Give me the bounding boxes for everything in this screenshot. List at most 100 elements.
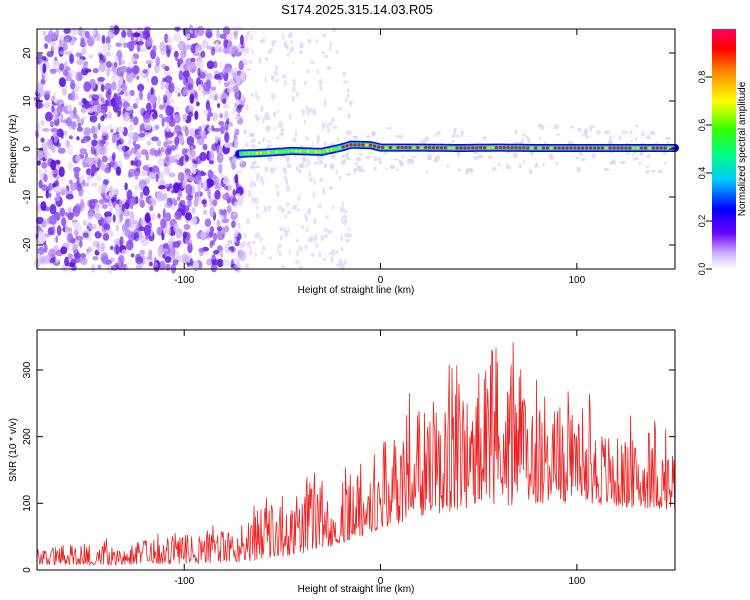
noise-dot xyxy=(55,235,59,244)
noise-dot xyxy=(177,40,186,51)
noise-dot xyxy=(321,187,326,195)
noise-dot xyxy=(318,79,323,86)
noise-dot xyxy=(67,233,74,244)
noise-dot xyxy=(160,79,164,91)
noise-dot xyxy=(173,253,181,261)
noise-dot xyxy=(347,113,351,120)
noise-dot xyxy=(197,59,204,71)
y-tick-label: 200 xyxy=(22,428,33,445)
noise-dot xyxy=(162,253,166,259)
noise-dot xyxy=(65,76,73,82)
halo-dot xyxy=(519,141,524,144)
noise-dot xyxy=(164,33,169,44)
noise-dot xyxy=(208,150,215,161)
noise-dot xyxy=(233,201,239,206)
noise-dot xyxy=(215,135,219,144)
noise-dot xyxy=(135,253,142,262)
noise-dot xyxy=(40,88,45,97)
noise-dot xyxy=(216,226,223,232)
halo-dot xyxy=(604,167,608,171)
ridge-dot xyxy=(553,146,557,150)
noise-dot xyxy=(216,144,223,156)
noise-dot xyxy=(101,203,108,210)
noise-dot xyxy=(326,128,330,133)
noise-dot xyxy=(135,263,143,270)
noise-dot xyxy=(115,243,119,255)
noise-dot xyxy=(315,242,319,249)
noise-dot xyxy=(233,139,238,149)
halo-dot xyxy=(583,128,589,134)
noise-dot xyxy=(130,160,134,166)
noise-dot xyxy=(213,180,218,190)
noise-dot xyxy=(202,209,208,216)
noise-dot xyxy=(96,175,102,182)
noise-dot xyxy=(76,126,83,132)
x-tick-label: 100 xyxy=(569,576,586,587)
noise-dot xyxy=(296,208,300,212)
noise-dot xyxy=(251,49,254,54)
noise-dot xyxy=(38,58,44,64)
noise-dot xyxy=(257,95,260,101)
noise-dot xyxy=(168,172,176,178)
noise-dot xyxy=(202,143,208,151)
halo-dot xyxy=(301,156,307,163)
noise-dot xyxy=(207,169,214,179)
x-tick-label: -100 xyxy=(174,576,194,587)
noise-dot xyxy=(331,248,336,256)
halo-dot xyxy=(424,136,430,142)
ridge-dot xyxy=(314,150,318,154)
noise-dot xyxy=(85,168,94,176)
noise-dot xyxy=(90,182,98,187)
noise-dot xyxy=(223,175,228,183)
noise-dot xyxy=(227,40,232,47)
noise-dot xyxy=(245,104,249,111)
noise-dot xyxy=(138,90,144,101)
noise-dot xyxy=(71,121,77,131)
noise-dot xyxy=(117,75,124,86)
noise-dot xyxy=(157,185,166,190)
halo-dot xyxy=(634,124,639,127)
halo-dot xyxy=(460,130,464,136)
noise-dot xyxy=(159,171,165,181)
halo-dot xyxy=(497,163,501,167)
noise-dot xyxy=(105,141,109,146)
noise-dot xyxy=(124,229,132,238)
halo-dot xyxy=(622,130,629,134)
noise-dot xyxy=(198,247,206,253)
noise-dot xyxy=(199,151,207,162)
noise-dot xyxy=(109,245,114,251)
noise-dot xyxy=(206,31,213,39)
noise-dot xyxy=(226,86,234,94)
noise-dot xyxy=(277,205,283,211)
noise-dot xyxy=(295,165,299,172)
halo-dot xyxy=(645,135,651,140)
noise-dot xyxy=(63,28,71,34)
noise-dot xyxy=(149,205,154,212)
noise-dot xyxy=(140,171,146,178)
ridge-dot xyxy=(502,146,506,150)
noise-dot xyxy=(202,123,207,129)
noise-dot xyxy=(222,193,231,199)
noise-dot xyxy=(247,190,252,197)
noise-dot xyxy=(323,228,329,232)
noise-dot xyxy=(190,43,197,54)
y-tick-label: 0 xyxy=(22,567,33,573)
noise-dot xyxy=(214,189,221,200)
noise-dot xyxy=(121,29,127,38)
halo-dot xyxy=(584,131,588,137)
noise-dot xyxy=(130,147,138,154)
noise-dot xyxy=(49,120,54,128)
noise-dot xyxy=(223,81,230,88)
ridge-dot xyxy=(333,147,337,151)
noise-dot xyxy=(56,128,64,138)
noise-dot xyxy=(65,117,72,127)
noise-dot xyxy=(40,119,45,126)
ridge-dot xyxy=(655,146,659,150)
halo-dot xyxy=(576,166,581,173)
noise-dot xyxy=(217,103,221,108)
noise-dot xyxy=(80,118,84,125)
ridge-dot xyxy=(643,146,648,150)
ridge-dot xyxy=(569,146,573,150)
noise-dot xyxy=(115,166,121,176)
halo-dot xyxy=(330,154,336,159)
